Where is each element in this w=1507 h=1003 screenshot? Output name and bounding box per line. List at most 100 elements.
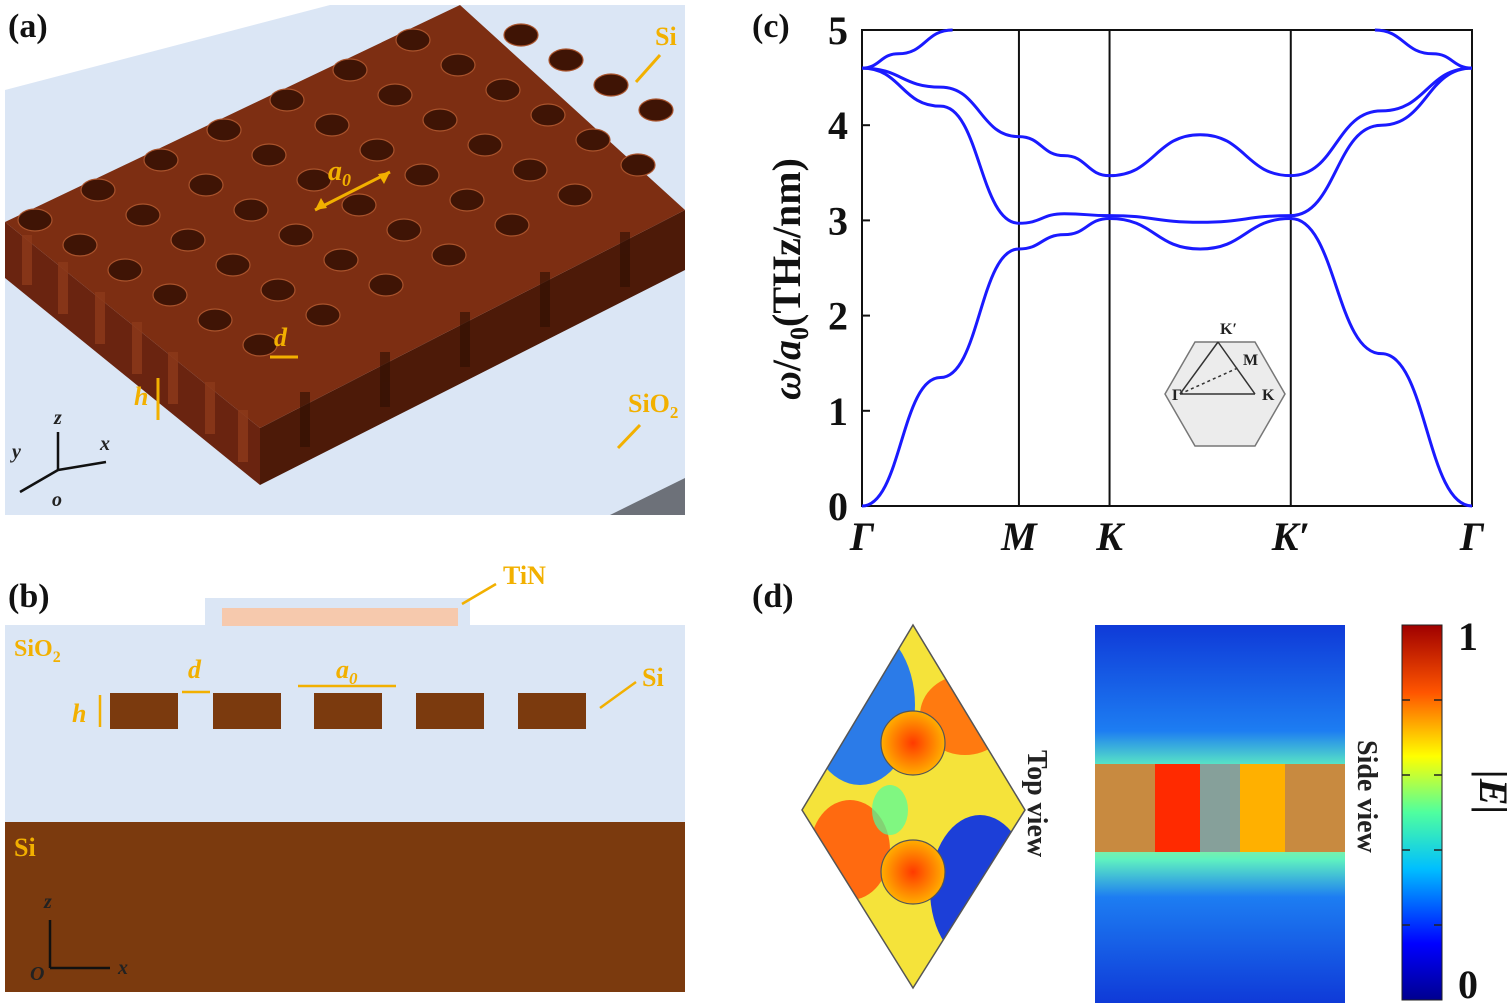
hole: [494, 213, 530, 237]
band-line: [861, 28, 953, 70]
side-view-field-map: [1095, 625, 1345, 1003]
x-tick-label: K: [1095, 514, 1125, 559]
hole: [467, 133, 503, 157]
panel-a-3d-slab: a0 d h Si SiO2 z x y o: [5, 5, 685, 515]
colorbar-min: 0: [1458, 962, 1478, 1003]
x-tick-label: M: [1000, 514, 1038, 559]
hole: [80, 178, 116, 202]
brillouin-zone-inset: Γ K′ M K: [1164, 321, 1286, 447]
hole: [305, 303, 341, 327]
hole: [395, 28, 431, 52]
hole: [170, 228, 206, 252]
hole: [431, 243, 467, 267]
b-axis-o: O: [30, 963, 44, 985]
bz-m: M: [1243, 352, 1258, 369]
hole: [575, 128, 611, 152]
svg-text:ω/a0(THz/nm): ω/a0(THz/nm): [764, 158, 814, 400]
hole: [341, 193, 377, 217]
panel-b-label: (b): [8, 578, 50, 615]
hole: [152, 283, 188, 307]
b-h-label: h: [72, 699, 86, 728]
hole: [197, 308, 233, 332]
panel-a-label: (a): [8, 8, 48, 45]
a-si-label: Si: [655, 22, 677, 51]
band-lines: [861, 28, 1473, 508]
y-tick-label: 1: [828, 389, 848, 434]
a-h-label: h: [134, 382, 148, 411]
hole: [368, 273, 404, 297]
hole: [377, 83, 413, 107]
hole: [404, 163, 440, 187]
hole: [638, 98, 674, 122]
b-si-label: Si: [642, 663, 664, 692]
y-ticks: [862, 29, 870, 507]
hole: [62, 233, 98, 257]
hole: [485, 78, 521, 102]
side-view-label: Side view: [1351, 740, 1382, 854]
b-tin-label: TiN: [503, 561, 546, 590]
hole: [278, 223, 314, 247]
hole: [557, 183, 593, 207]
b-axis-z: z: [43, 891, 52, 913]
b-a-label: a0: [336, 655, 358, 688]
x-tick-label: K′: [1271, 514, 1310, 559]
b-axis-x: x: [117, 957, 128, 979]
tin-strip: [222, 608, 458, 626]
hole: [422, 108, 458, 132]
a-axes: [19, 432, 107, 494]
x-tick-label: Γ: [1459, 514, 1485, 559]
hole: [233, 198, 269, 222]
b-axes: [48, 920, 110, 970]
hole: [269, 88, 305, 112]
y-tick-label: 0: [828, 484, 848, 529]
hole: [548, 48, 584, 72]
hole: [17, 208, 53, 232]
hole-array: [17, 23, 674, 357]
a-lattice-label: a0: [328, 156, 351, 190]
hole: [107, 258, 143, 282]
band-structure-chart: ω/a0(THz/nm) 0 1 2 3 4 5 Γ M K K′ Γ Γ K′ M K: [764, 8, 1485, 559]
y-axis-label: ω/a0(THz/nm): [764, 158, 814, 400]
hole: [386, 218, 422, 242]
y-tick-label: 5: [828, 8, 848, 53]
colorbar: [1401, 624, 1443, 1001]
a-axis-y: y: [10, 441, 21, 463]
hole: [215, 253, 251, 277]
band-line: [861, 216, 1473, 508]
band-line: [861, 66, 1473, 225]
a-axis-x: x: [99, 433, 110, 455]
hole: [314, 113, 350, 137]
x-tick-label: Γ: [849, 514, 875, 559]
b-si-substrate-label: Si: [14, 833, 36, 862]
a-sio2-label: SiO2: [628, 389, 678, 422]
hole: [251, 143, 287, 167]
top-view-label: Top view: [1021, 750, 1052, 858]
hole: [260, 278, 296, 302]
panel-d-field-maps: Top view Side view 1 0 |E|: [801, 614, 1507, 1003]
band-line: [861, 66, 1473, 178]
top-view-hole-1: [880, 710, 946, 776]
high-symmetry-lines: [1017, 30, 1292, 506]
hole: [440, 53, 476, 77]
hole: [125, 203, 161, 227]
bz-k: K: [1262, 387, 1275, 404]
si-substrate: [5, 822, 685, 992]
panel-d-label: (d): [752, 578, 794, 615]
bz-kprime: K′: [1220, 321, 1237, 338]
colorbar-label: |E|: [1471, 770, 1507, 814]
hole: [449, 188, 485, 212]
hole: [296, 168, 332, 192]
hole: [503, 23, 539, 47]
hole: [143, 148, 179, 172]
b-sio2-label: SiO2: [14, 636, 61, 666]
y-tick-label: 3: [828, 198, 848, 243]
hole: [323, 248, 359, 272]
hole: [359, 138, 395, 162]
panel-c-label: (c): [752, 8, 790, 45]
hole: [530, 103, 566, 127]
panel-b-cross-section: d a0 h TiN SiO2 Si Si z O x: [5, 561, 685, 992]
x-tick-labels: Γ M K K′ Γ: [849, 514, 1485, 559]
hole: [332, 58, 368, 82]
y-tick-label: 4: [828, 103, 848, 148]
